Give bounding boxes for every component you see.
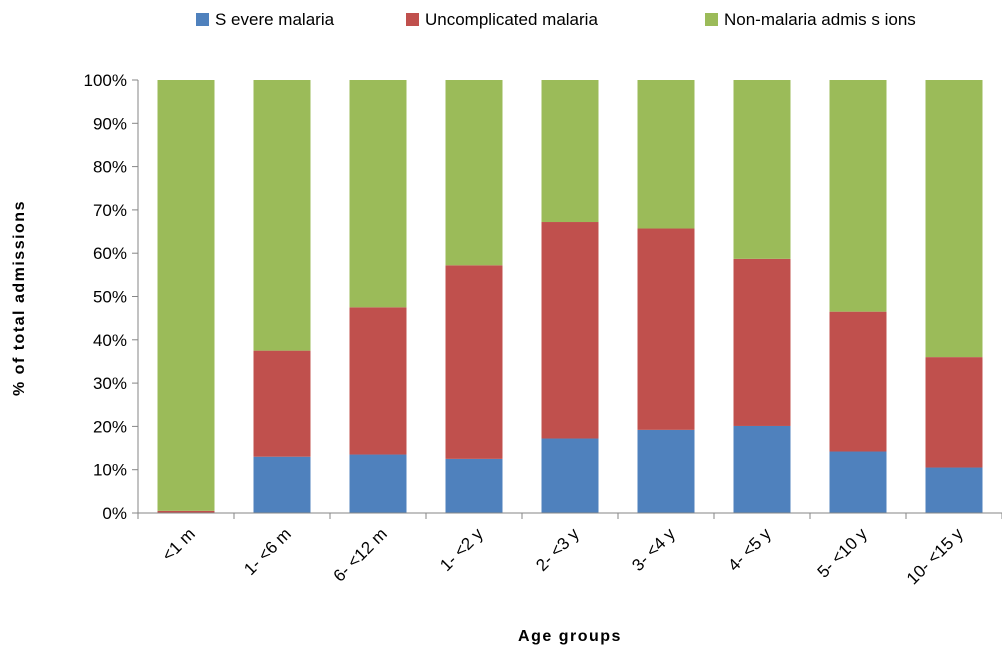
bar-segment-series-1 xyxy=(733,258,791,426)
bar-segment-series-2 xyxy=(637,80,695,229)
y-tick-label: 0% xyxy=(102,504,127,523)
y-tick-label: 50% xyxy=(93,288,127,307)
y-tick-label: 70% xyxy=(93,201,127,220)
legend: S evere malaria Uncomplicated malaria Non-… xyxy=(196,10,916,29)
bar-segment-series-2 xyxy=(349,80,407,308)
bar-segment-series-1 xyxy=(157,510,215,513)
bar-segment-series-2 xyxy=(925,80,983,358)
bars xyxy=(157,80,983,513)
bar-segment-series-2 xyxy=(157,80,215,511)
y-tick-label: 80% xyxy=(93,158,127,177)
y-tick-label: 30% xyxy=(93,374,127,393)
x-tick-label: <1 m xyxy=(158,524,199,565)
legend-swatch xyxy=(705,13,718,26)
bar-segment-series-1 xyxy=(349,307,407,455)
bar-segment-series-1 xyxy=(253,350,311,457)
bar-segment-series-0 xyxy=(445,458,503,513)
x-tick-label: 6- <12 m xyxy=(330,524,391,585)
bar-segment-series-0 xyxy=(829,451,887,513)
bar-segment-series-0 xyxy=(349,454,407,513)
x-axis-title: Age groups xyxy=(518,628,622,645)
bar-segment-series-1 xyxy=(541,222,599,439)
y-tick-label: 60% xyxy=(93,244,127,263)
y-axis: 0% 10% 20% 30% 40% 50% 60% 70% 80% 90% 100% xyxy=(84,71,139,523)
x-tick-label: 1- <2 y xyxy=(436,524,487,575)
legend-swatch xyxy=(196,13,209,26)
x-axis: <1 m 1- <6 m 6- <12 m 1- <2 y 2- <3 y 3- <4 y… xyxy=(137,512,1002,588)
y-tick-label: 90% xyxy=(93,114,127,133)
bar-segment-series-1 xyxy=(925,357,983,468)
x-tick-label: 4- <5 y xyxy=(724,524,775,575)
x-tick-label: 5- <10 y xyxy=(814,524,872,582)
bar-segment-series-0 xyxy=(253,456,311,513)
bar-segment-series-2 xyxy=(445,80,503,266)
y-tick-label: 100% xyxy=(84,71,127,90)
x-tick-label: 3- <4 y xyxy=(628,524,679,575)
bar-segment-series-2 xyxy=(253,80,311,351)
bar-segment-series-2 xyxy=(541,80,599,223)
bar-segment-series-0 xyxy=(541,438,599,513)
bar-segment-series-0 xyxy=(733,425,791,513)
x-tick-label: 1- <6 m xyxy=(240,524,295,579)
legend-label: Non-malaria admis s ions xyxy=(724,10,916,29)
bar-segment-series-0 xyxy=(637,429,695,513)
y-tick-label: 10% xyxy=(93,461,127,480)
y-tick-label: 40% xyxy=(93,331,127,350)
bar-segment-series-2 xyxy=(829,80,887,312)
y-tick-label: 20% xyxy=(93,417,127,436)
x-tick-label: 10- <15 y xyxy=(903,524,967,588)
bar-segment-series-1 xyxy=(829,311,887,452)
legend-label: Uncomplicated malaria xyxy=(425,10,598,29)
legend-label: S evere malaria xyxy=(215,10,335,29)
bar-segment-series-2 xyxy=(733,80,791,259)
bar-segment-series-1 xyxy=(637,228,695,430)
y-axis-title: % of total admissions xyxy=(11,200,28,396)
x-tick-label: 2- <3 y xyxy=(532,524,583,575)
bar-segment-series-0 xyxy=(925,467,983,513)
legend-swatch xyxy=(406,13,419,26)
bar-segment-series-1 xyxy=(445,265,503,459)
